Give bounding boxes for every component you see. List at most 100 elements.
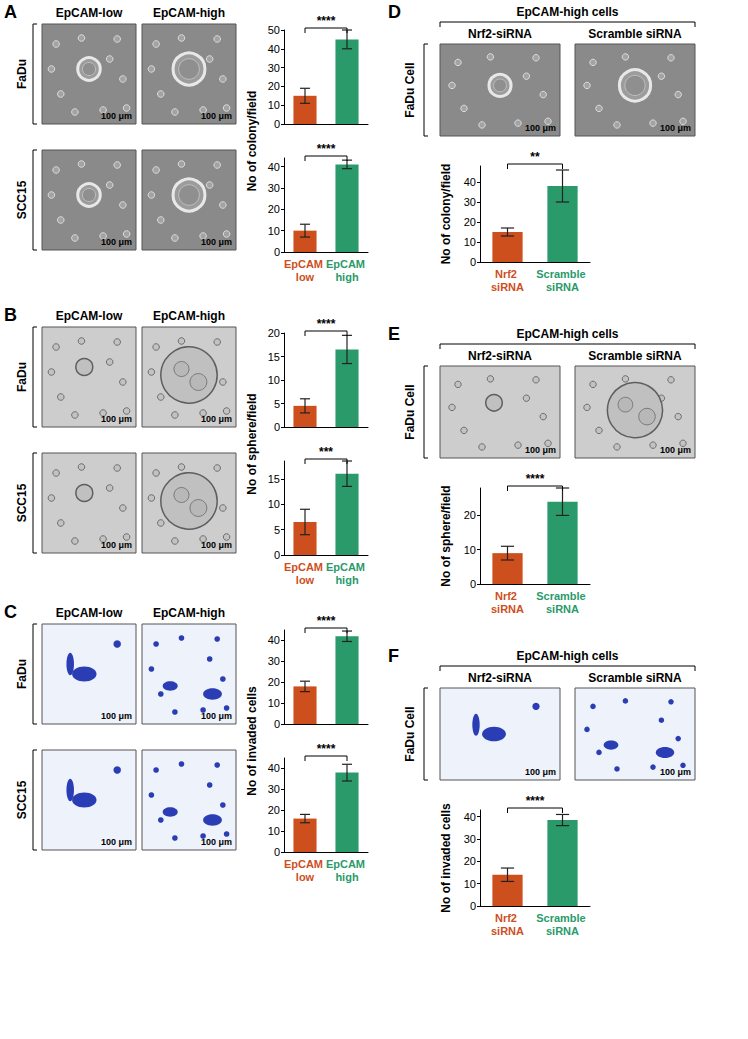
svg-text:100 μm: 100 μm (201, 111, 232, 121)
svg-text:FaDu: FaDu (15, 59, 29, 89)
svg-text:0: 0 (274, 246, 280, 258)
svg-text:10: 10 (464, 544, 476, 556)
svg-text:15: 15 (268, 473, 280, 485)
svg-text:Scramble: Scramble (536, 268, 589, 280)
svg-text:low: low (296, 871, 315, 883)
svg-text:****: **** (526, 472, 545, 486)
svg-text:FaDu: FaDu (15, 659, 29, 689)
svg-text:100 μm: 100 μm (525, 767, 556, 777)
svg-text:100 μm: 100 μm (660, 123, 691, 133)
svg-text:EpCAM-high cells: EpCAM-high cells (516, 5, 618, 19)
svg-text:****: **** (317, 742, 336, 756)
svg-text:40: 40 (268, 762, 280, 774)
svg-text:FaDu Cell: FaDu Cell (403, 384, 417, 439)
svg-text:0: 0 (274, 549, 280, 561)
svg-text:40: 40 (268, 43, 280, 55)
svg-text:**: ** (530, 150, 540, 164)
svg-text:Nrf2-siRNA: Nrf2-siRNA (468, 27, 532, 41)
svg-text:No of colony/field: No of colony/field (245, 91, 259, 192)
svg-text:Nrf2: Nrf2 (495, 912, 520, 924)
svg-text:100 μm: 100 μm (201, 414, 232, 424)
svg-text:40: 40 (268, 161, 280, 173)
svg-text:EpCAM-high: EpCAM-high (153, 606, 225, 620)
svg-text:EpCAM-high: EpCAM-high (153, 309, 225, 323)
svg-text:***: *** (319, 445, 333, 459)
svg-text:10: 10 (268, 825, 280, 837)
svg-text:30: 30 (268, 182, 280, 194)
svg-text:SCC15: SCC15 (15, 780, 29, 819)
svg-text:No of sphere/field: No of sphere/field (439, 485, 453, 586)
svg-text:EpCAM-high: EpCAM-high (153, 6, 225, 20)
svg-text:20: 20 (268, 327, 280, 339)
svg-text:30: 30 (464, 833, 476, 845)
svg-text:EpCAM: EpCAM (284, 858, 326, 870)
svg-text:low: low (296, 271, 315, 283)
svg-text:50: 50 (268, 24, 280, 36)
svg-text:20: 20 (464, 509, 476, 521)
svg-text:20: 20 (268, 203, 280, 215)
svg-text:10: 10 (464, 236, 476, 248)
svg-text:100 μm: 100 μm (201, 540, 232, 550)
svg-text:100 μm: 100 μm (101, 414, 132, 424)
svg-text:siRNA: siRNA (546, 281, 579, 293)
svg-text:EpCAM-high cells: EpCAM-high cells (516, 649, 618, 663)
svg-text:****: **** (317, 317, 336, 331)
svg-text:C: C (4, 602, 17, 622)
svg-text:0: 0 (274, 421, 280, 433)
svg-text:100 μm: 100 μm (201, 837, 232, 847)
svg-text:10: 10 (268, 225, 280, 237)
svg-text:siRNA: siRNA (491, 603, 524, 615)
svg-text:Nrf2: Nrf2 (495, 268, 520, 280)
svg-text:10: 10 (268, 99, 280, 111)
svg-text:EpCAM-low: EpCAM-low (56, 606, 123, 620)
svg-text:Scramble: Scramble (536, 590, 589, 602)
svg-text:siRNA: siRNA (546, 925, 579, 937)
svg-text:5: 5 (274, 524, 280, 536)
svg-text:0: 0 (470, 900, 476, 912)
svg-text:F: F (388, 646, 399, 666)
svg-text:0: 0 (274, 846, 280, 858)
svg-text:20: 20 (464, 855, 476, 867)
svg-text:A: A (4, 2, 17, 22)
svg-text:EpCAM-low: EpCAM-low (56, 6, 123, 20)
svg-text:5: 5 (274, 398, 280, 410)
svg-text:0: 0 (274, 718, 280, 730)
svg-text:20: 20 (268, 676, 280, 688)
svg-text:Scramble: Scramble (536, 912, 589, 924)
svg-text:No of invaded cells: No of invaded cells (439, 803, 453, 913)
svg-text:Scramble siRNA: Scramble siRNA (588, 671, 682, 685)
svg-text:D: D (388, 2, 401, 22)
svg-text:100 μm: 100 μm (201, 711, 232, 721)
svg-text:EpCAM: EpCAM (326, 858, 368, 870)
svg-text:Scramble siRNA: Scramble siRNA (588, 349, 682, 363)
svg-text:40: 40 (464, 176, 476, 188)
svg-text:30: 30 (268, 62, 280, 74)
svg-text:30: 30 (268, 783, 280, 795)
svg-text:high: high (335, 871, 358, 883)
svg-text:10: 10 (464, 878, 476, 890)
svg-text:100 μm: 100 μm (201, 237, 232, 247)
svg-text:****: **** (317, 142, 336, 156)
svg-text:****: **** (317, 614, 336, 628)
svg-text:100 μm: 100 μm (101, 540, 132, 550)
svg-text:Nrf2: Nrf2 (495, 590, 520, 602)
svg-text:high: high (335, 574, 358, 586)
svg-text:FaDu: FaDu (15, 362, 29, 392)
svg-text:EpCAM: EpCAM (326, 561, 368, 573)
svg-text:EpCAM: EpCAM (284, 561, 326, 573)
svg-text:high: high (335, 271, 358, 283)
svg-text:EpCAM-high cells: EpCAM-high cells (516, 327, 618, 341)
svg-text:No of invaded cells: No of invaded cells (245, 686, 259, 796)
svg-text:15: 15 (268, 351, 280, 363)
svg-text:E: E (388, 324, 400, 344)
svg-text:100 μm: 100 μm (101, 237, 132, 247)
svg-text:10: 10 (268, 697, 280, 709)
svg-text:100 μm: 100 μm (525, 445, 556, 455)
svg-text:SCC15: SCC15 (15, 483, 29, 522)
svg-text:No of colony/field: No of colony/field (439, 164, 453, 265)
svg-text:****: **** (317, 14, 336, 28)
svg-text:FaDu Cell: FaDu Cell (403, 706, 417, 761)
svg-text:0: 0 (470, 256, 476, 268)
svg-text:100 μm: 100 μm (101, 711, 132, 721)
svg-text:20: 20 (268, 804, 280, 816)
